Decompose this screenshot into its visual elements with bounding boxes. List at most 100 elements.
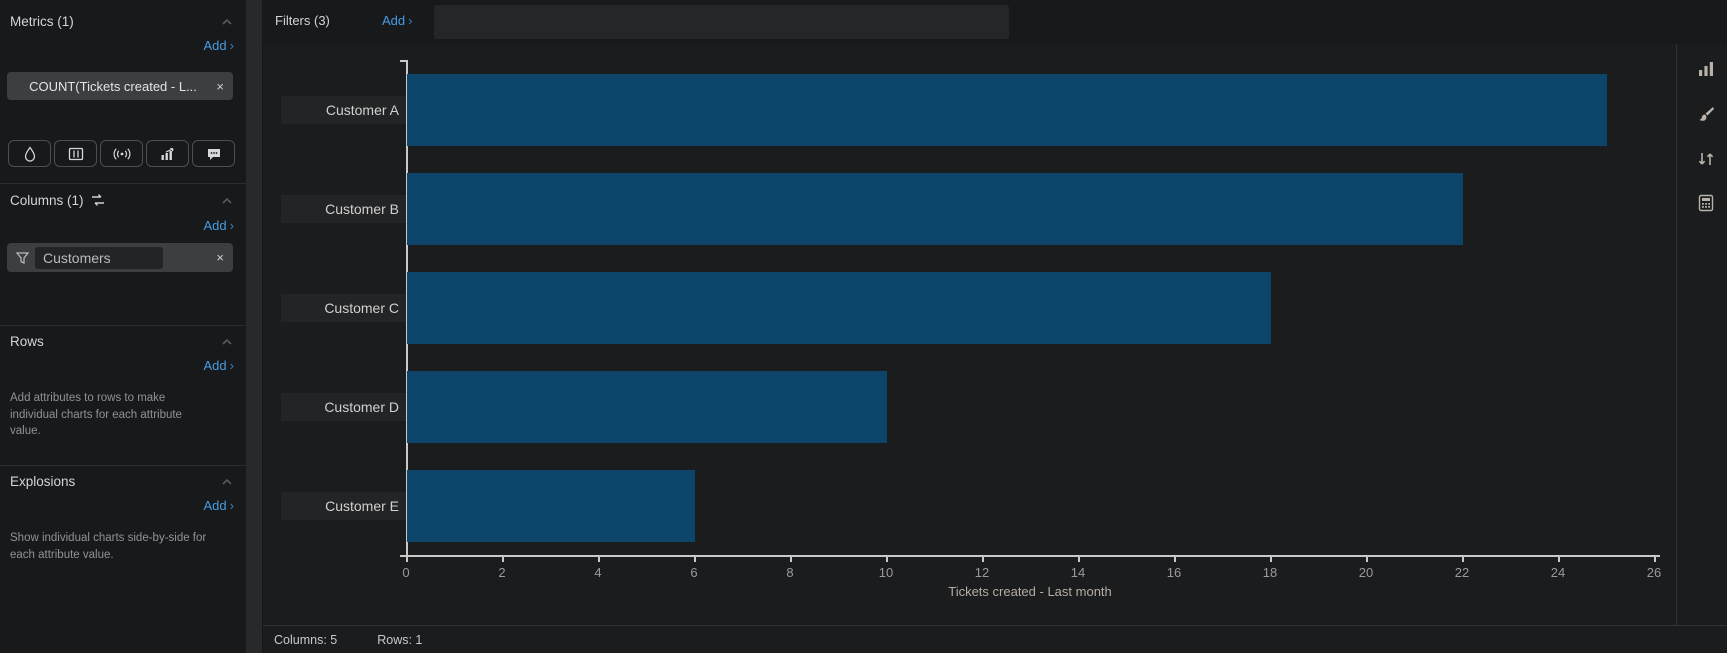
rows-help-text: Add attributes to rows to make individua… xyxy=(10,392,182,438)
speech-bubble-icon[interactable] xyxy=(192,140,235,167)
chevron-right-icon: › xyxy=(229,38,234,53)
x-tick-label: 22 xyxy=(1454,565,1470,580)
sort-icon[interactable] xyxy=(1694,147,1718,171)
explosions-add-label: Add xyxy=(203,498,227,513)
chart-tools-rail xyxy=(1676,44,1727,625)
x-tick-label: 4 xyxy=(594,565,602,580)
category-label-text: Customer E xyxy=(325,497,399,514)
explosions-section-title: Explosions xyxy=(10,474,76,489)
broadcast-icon[interactable] xyxy=(100,140,143,167)
rows-collapse-chevron-icon[interactable] xyxy=(220,335,234,349)
divider xyxy=(0,465,246,466)
x-tick-mark xyxy=(694,555,696,562)
chart-type-icon[interactable] xyxy=(1694,57,1718,81)
bar-customer-e[interactable] xyxy=(407,469,695,542)
chevron-right-icon: › xyxy=(408,13,413,28)
x-tick-label: 14 xyxy=(1070,565,1086,580)
columns-attribute-label: Customers xyxy=(43,249,111,266)
x-tick-mark xyxy=(1558,555,1560,562)
x-tick-label: 12 xyxy=(974,565,990,580)
x-tick-label: 16 xyxy=(1166,565,1182,580)
filters-add-button[interactable]: Add › xyxy=(382,13,412,28)
sidebar: Metrics (1) Add › COUNT(Tickets created -… xyxy=(0,0,246,653)
x-tick-mark xyxy=(982,555,984,562)
status-rows-count: Rows: 1 xyxy=(377,632,423,647)
x-tick-mark xyxy=(790,555,792,562)
panel-resize-handle[interactable] xyxy=(246,0,262,653)
rows-add-button[interactable]: Add › xyxy=(204,358,234,373)
columns-section-label: Columns (1) xyxy=(10,193,84,208)
filters-add-label: Add xyxy=(382,13,406,28)
explosions-add-button[interactable]: Add › xyxy=(204,498,234,513)
bar-customer-a[interactable] xyxy=(407,73,1607,146)
y-axis-line xyxy=(406,60,408,555)
columns-attribute-chip[interactable]: Customers × xyxy=(7,243,233,272)
bar-customer-b[interactable] xyxy=(407,172,1463,245)
category-label: Customer E xyxy=(281,491,406,520)
style-brush-icon[interactable] xyxy=(1694,102,1718,126)
filter-chips-area[interactable] xyxy=(434,5,1009,39)
x-tick-label: 24 xyxy=(1550,565,1566,580)
x-tick-label: 6 xyxy=(690,565,698,580)
x-axis-title: Tickets created - Last month xyxy=(948,584,1112,599)
x-tick-label: 2 xyxy=(498,565,506,580)
trend-chart-icon[interactable] xyxy=(146,140,189,167)
x-tick-mark xyxy=(1366,555,1368,562)
filters-bar: Filters (3) Add › xyxy=(263,0,1727,44)
filters-label: Filters (3) xyxy=(275,13,330,28)
bar-customer-d[interactable] xyxy=(407,370,887,443)
x-tick-mark xyxy=(1174,555,1176,562)
columns-section-title: Columns (1) xyxy=(10,193,106,208)
category-label-text: Customer A xyxy=(325,101,399,118)
droplet-icon[interactable] xyxy=(8,140,51,167)
chevron-right-icon: › xyxy=(229,358,234,373)
x-tick-label: 0 xyxy=(402,565,410,580)
status-bar: Columns: 5 Rows: 1 xyxy=(263,625,1727,653)
category-label: Customer D xyxy=(281,392,406,421)
funnel-icon xyxy=(16,251,29,264)
x-tick-mark xyxy=(598,555,600,562)
main-area: Filters (3) Add › Customer A Customer B Cus… xyxy=(262,0,1727,653)
x-tick-label: 20 xyxy=(1358,565,1374,580)
x-tick-mark xyxy=(502,555,504,562)
y-axis-end-tick xyxy=(400,60,407,62)
transpose-icon[interactable] xyxy=(90,193,106,207)
explosions-help-text: Show individual charts side-by-side for … xyxy=(10,532,207,561)
x-tick-mark xyxy=(1270,555,1272,562)
divider xyxy=(0,183,246,184)
x-tick-mark xyxy=(1078,555,1080,562)
columns-chip-close-icon[interactable]: × xyxy=(216,250,224,265)
x-tick-label: 18 xyxy=(1262,565,1278,580)
category-label: Customer B xyxy=(281,194,406,223)
metrics-section-title: Metrics (1) xyxy=(10,14,74,29)
x-tick-mark xyxy=(406,555,408,562)
metrics-collapse-chevron-icon[interactable] xyxy=(220,15,234,29)
calculator-icon[interactable] xyxy=(1694,191,1718,215)
metric-chip[interactable]: COUNT(Tickets created - L... × xyxy=(7,72,233,100)
columns-add-button[interactable]: Add › xyxy=(204,218,234,233)
category-label-text: Customer C xyxy=(324,299,399,316)
rows-add-label: Add xyxy=(203,358,227,373)
metric-format-toolbar xyxy=(8,140,235,167)
metrics-add-label: Add xyxy=(203,38,227,53)
metrics-add-button[interactable]: Add › xyxy=(204,38,234,53)
x-tick-label: 26 xyxy=(1646,565,1662,580)
metric-chip-close-icon[interactable]: × xyxy=(216,78,224,94)
chevron-right-icon: › xyxy=(229,218,234,233)
bar-chart: Customer A Customer B Customer C Customer D… xyxy=(263,44,1727,625)
table-columns-icon[interactable] xyxy=(54,140,97,167)
columns-attribute-value[interactable]: Customers xyxy=(35,246,163,269)
status-columns-count: Columns: 5 xyxy=(274,632,338,647)
x-tick-label: 10 xyxy=(878,565,894,580)
columns-add-label: Add xyxy=(203,218,227,233)
category-label: Customer A xyxy=(281,95,406,124)
x-tick-mark xyxy=(1654,555,1656,562)
chevron-right-icon: › xyxy=(229,498,234,513)
divider xyxy=(0,325,246,326)
columns-collapse-chevron-icon[interactable] xyxy=(220,194,234,208)
category-label: Customer C xyxy=(281,293,406,322)
x-axis-line xyxy=(400,555,1660,557)
bar-customer-c[interactable] xyxy=(407,271,1271,344)
explosions-collapse-chevron-icon[interactable] xyxy=(220,475,234,489)
